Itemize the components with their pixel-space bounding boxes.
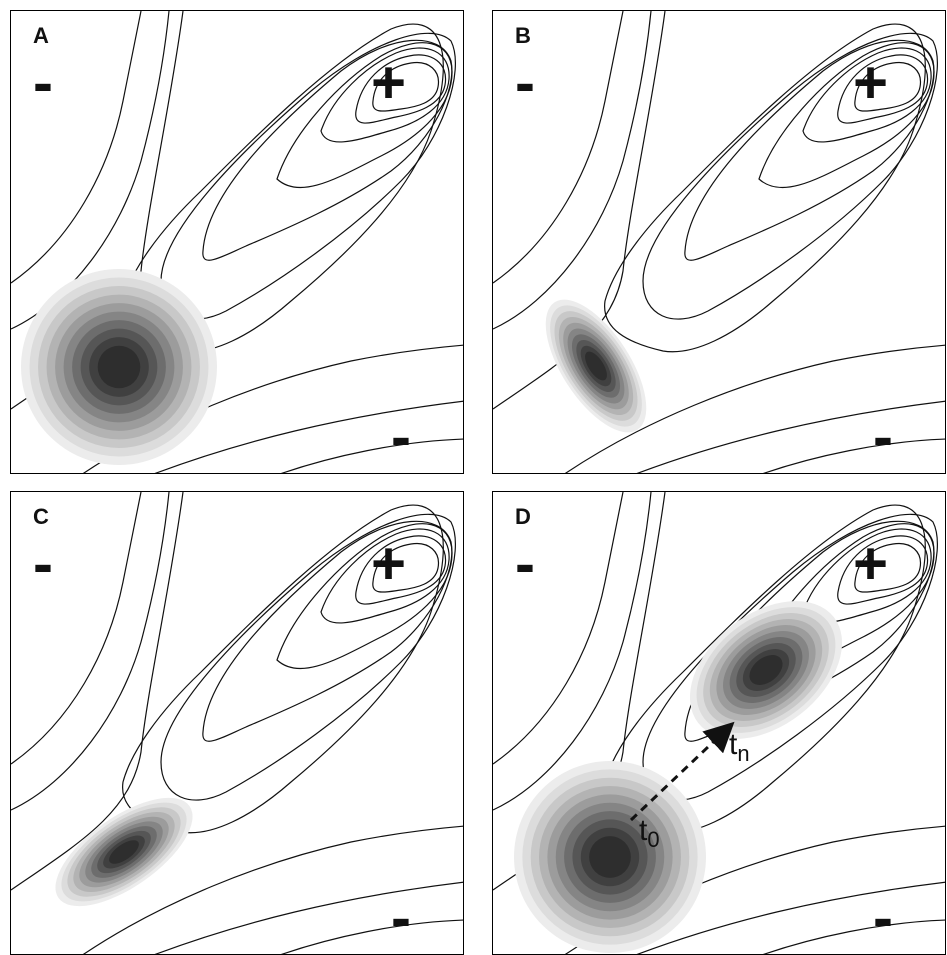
contour-line <box>372 61 440 112</box>
plus-sign: + <box>853 49 889 116</box>
contour-line <box>154 881 463 954</box>
contour-line <box>493 492 652 811</box>
contour-line <box>493 11 666 410</box>
contour-line <box>837 54 929 124</box>
plus-sign: + <box>371 530 407 597</box>
t0-subscript: 0 <box>647 827 660 852</box>
contour-line <box>11 11 142 284</box>
contour-line <box>636 881 945 954</box>
blob-level <box>109 840 139 864</box>
contour-line <box>154 400 463 473</box>
contour-line <box>355 535 447 605</box>
contour-line <box>202 520 453 742</box>
minus-sign-top-left: - <box>515 49 535 116</box>
contour-line <box>763 919 945 954</box>
time-label-tn: tn <box>729 728 750 767</box>
contour-line <box>202 39 453 261</box>
distribution-blob <box>55 797 193 907</box>
contour-line <box>802 47 932 143</box>
contour-lines <box>493 11 945 473</box>
panel-letter: C <box>33 504 49 529</box>
contour-line <box>684 39 935 261</box>
contour-line <box>493 11 652 330</box>
contour-line <box>276 42 453 189</box>
contour-line <box>642 513 938 801</box>
contour-line <box>763 438 945 473</box>
distribution-blob-t0 <box>514 761 706 953</box>
contour-line <box>372 542 440 593</box>
contour-line <box>11 492 184 891</box>
contour-line <box>320 528 450 624</box>
panel-a: A - + - <box>10 10 464 474</box>
plus-sign: + <box>853 530 889 597</box>
contour-line <box>276 523 453 670</box>
plus-sign: + <box>371 49 407 116</box>
panel-letter: D <box>515 504 531 529</box>
blob-level <box>585 351 607 381</box>
contour-line <box>281 438 463 473</box>
contour-plot-d <box>493 492 945 954</box>
time-label-t0: t0 <box>639 814 660 853</box>
contour-plot-c <box>11 492 463 954</box>
blob-level <box>749 655 783 685</box>
blob-level <box>589 836 631 878</box>
tn-base: t <box>729 728 738 761</box>
contour-line <box>160 32 456 320</box>
contour-line <box>160 513 456 801</box>
distribution-blob <box>21 269 217 465</box>
panel-letter: A <box>33 23 49 48</box>
distribution-blob-tn <box>689 601 843 739</box>
contour-line <box>11 492 142 765</box>
minus-sign-bottom-right: - <box>391 884 411 951</box>
contour-plot-a <box>11 11 463 473</box>
t0-base: t <box>639 814 648 847</box>
panel-c: C - + - <box>10 491 464 955</box>
contour-line <box>82 825 463 954</box>
contour-line <box>802 528 932 624</box>
contour-line <box>564 344 945 473</box>
contour-line <box>281 919 463 954</box>
contour-line <box>11 492 170 811</box>
contour-line <box>636 400 945 473</box>
minus-sign-top-left: - <box>515 530 535 597</box>
contour-line <box>854 61 922 112</box>
contour-line <box>854 542 922 593</box>
contour-line <box>355 54 447 124</box>
contour-plot-b <box>493 11 945 473</box>
contour-line <box>758 42 935 189</box>
distribution-blob <box>545 299 647 433</box>
contour-lines <box>11 492 463 954</box>
contour-line <box>493 492 624 765</box>
panel-b: B - + - <box>492 10 946 474</box>
blob-level <box>97 345 141 389</box>
contour-line <box>642 32 938 320</box>
contour-line <box>493 11 624 284</box>
minus-sign-bottom-right: - <box>391 403 411 470</box>
contour-line <box>320 47 450 143</box>
minus-sign-bottom-right: - <box>873 403 893 470</box>
panel-d: D - + - t0 tn <box>492 491 946 955</box>
contour-line <box>837 535 929 605</box>
minus-sign-top-left: - <box>33 530 53 597</box>
tn-subscript: n <box>737 741 750 766</box>
minus-sign-bottom-right: - <box>873 884 893 951</box>
panel-letter: B <box>515 23 531 48</box>
minus-sign-top-left: - <box>33 49 53 116</box>
